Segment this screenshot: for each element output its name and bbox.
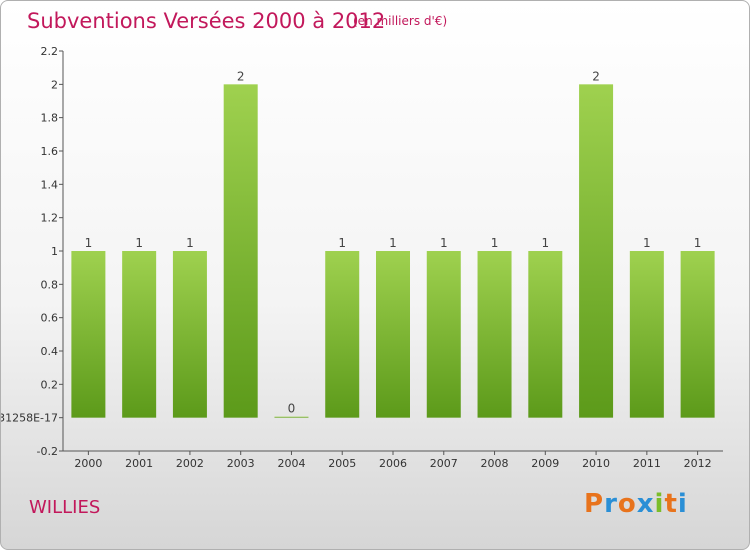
bar-2011 (629, 251, 664, 418)
y-tick-label: 2 (51, 78, 58, 91)
y-tick-label: 0.8 (41, 278, 59, 291)
y-tick-label: 0.6 (41, 312, 59, 325)
bar-2009 (528, 251, 563, 418)
y-tick-label: -5.5511151231258E-17 (1, 412, 58, 425)
data-label-2004: 0 (288, 402, 296, 416)
logo-letter: t (664, 489, 678, 519)
data-label-2008: 1 (491, 236, 499, 250)
bar-2008 (477, 251, 512, 418)
y-tick-label: 2.2 (41, 45, 59, 58)
proxiti-logo[interactable]: Proxiti (584, 489, 688, 519)
x-tick-label: 2005 (328, 457, 356, 470)
x-tick-label: 2001 (125, 457, 153, 470)
logo-letter: i (677, 489, 688, 519)
chart-subtitle: (en milliers d'€) (353, 14, 448, 28)
data-label-2006: 1 (389, 236, 397, 250)
commune-name: WILLIES (29, 497, 101, 518)
x-tick-label: 2010 (582, 457, 610, 470)
data-label-2011: 1 (643, 236, 651, 250)
bar-2002 (172, 251, 207, 418)
logo-letter: o (617, 489, 637, 519)
y-tick-label: 1.6 (41, 145, 59, 158)
chart-title: Subventions Versées 2000 à 2012 (27, 9, 386, 33)
y-tick-label: 1.4 (41, 178, 59, 191)
bar-2004 (274, 416, 309, 418)
bar-2005 (325, 251, 360, 418)
x-tick-label: 2011 (633, 457, 661, 470)
bar-2000 (71, 251, 106, 418)
data-label-2012: 1 (694, 236, 702, 250)
x-tick-label: 2003 (227, 457, 255, 470)
bar-2010 (579, 84, 614, 418)
bar-2001 (122, 251, 157, 418)
x-tick-label: 2000 (74, 457, 102, 470)
x-tick-label: 2009 (531, 457, 559, 470)
logo-letter: i (654, 489, 665, 519)
y-tick-label: 0.4 (41, 345, 59, 358)
x-tick-label: 2006 (379, 457, 407, 470)
data-label-2005: 1 (338, 236, 346, 250)
x-tick-label: 2012 (684, 457, 712, 470)
logo-letter: x (636, 489, 655, 519)
y-tick-label: 1.8 (41, 112, 59, 125)
bar-2007 (426, 251, 461, 418)
x-tick-label: 2008 (481, 457, 509, 470)
data-label-2002: 1 (186, 236, 194, 250)
data-label-2001: 1 (135, 236, 143, 250)
data-label-2003: 2 (237, 69, 245, 83)
data-label-2000: 1 (85, 236, 93, 250)
data-label-2010: 2 (592, 69, 600, 83)
y-tick-label: 1.2 (41, 212, 59, 225)
x-tick-label: 2007 (430, 457, 458, 470)
logo-letter: P (584, 489, 605, 519)
bar-2012 (680, 251, 715, 418)
x-tick-label: 2004 (277, 457, 305, 470)
y-tick-label: 0.2 (41, 378, 59, 391)
logo-letter: r (604, 489, 618, 519)
x-tick-label: 2002 (176, 457, 204, 470)
y-tick-label: 1 (51, 245, 58, 258)
data-label-2009: 1 (541, 236, 549, 250)
bar-2003 (223, 84, 258, 418)
bar-2006 (376, 251, 410, 418)
y-tick-label: -0.2 (37, 445, 58, 458)
data-label-2007: 1 (440, 236, 448, 250)
